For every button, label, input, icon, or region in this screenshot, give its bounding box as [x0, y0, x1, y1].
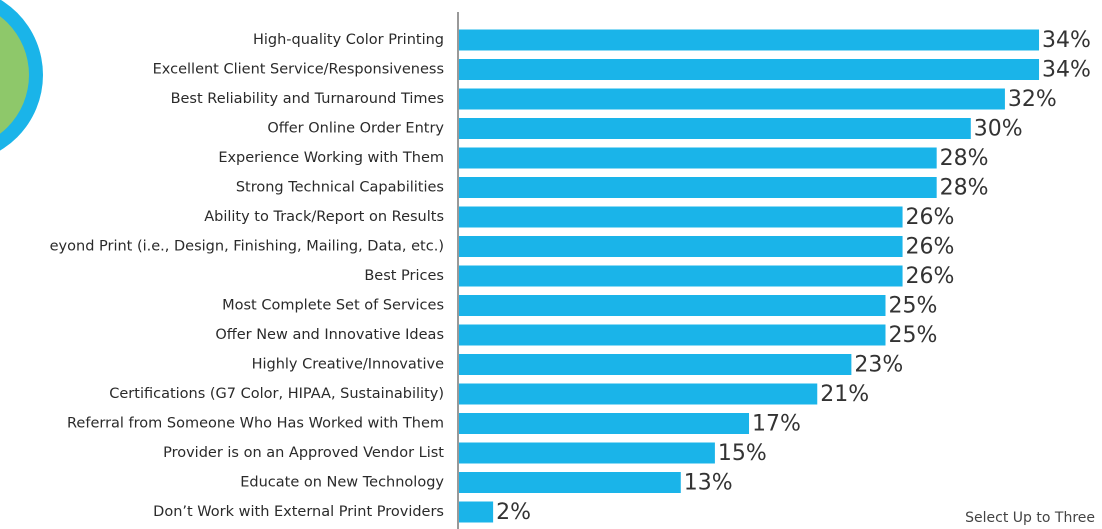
value-label: 26%	[906, 264, 955, 289]
category-label: Strong Technical Capabilities	[236, 180, 444, 196]
value-label: 28%	[940, 176, 989, 201]
value-label: 26%	[906, 235, 955, 260]
bar	[459, 147, 937, 169]
bar	[459, 206, 903, 228]
value-label: 15%	[718, 441, 767, 466]
value-label: 32%	[1008, 87, 1057, 112]
bar	[459, 88, 1005, 110]
bar	[459, 501, 494, 523]
bar	[459, 383, 818, 405]
category-label: Don’t Work with External Print Providers	[153, 504, 444, 520]
bar	[459, 59, 1040, 80]
bar	[459, 324, 886, 346]
value-label: 21%	[820, 382, 869, 407]
value-label: 13%	[684, 471, 733, 496]
category-label: eyond Print (i.e., Design, Finishing, Ma…	[50, 239, 444, 255]
bar	[459, 29, 1040, 51]
category-label: Highly Creative/Innovative	[252, 357, 445, 373]
bar	[459, 442, 715, 464]
category-label: Provider is on an Approved Vendor List	[163, 445, 444, 461]
bar	[459, 118, 971, 139]
category-label: Most Complete Set of Services	[222, 298, 444, 314]
category-label: Experience Working with Them	[218, 150, 444, 166]
note: Select Up to Three	[965, 510, 1095, 526]
bar	[459, 265, 903, 287]
value-label: 34%	[1042, 58, 1091, 83]
category-label: Certifications (G7 Color, HIPAA, Sustain…	[109, 386, 444, 402]
bar	[459, 177, 937, 198]
bar	[459, 295, 886, 316]
value-label: 25%	[889, 323, 938, 348]
category-label: Ability to Track/Report on Results	[204, 209, 444, 225]
value-label: 26%	[906, 205, 955, 230]
value-label: 23%	[854, 353, 903, 378]
category-label: Educate on New Technology	[240, 475, 444, 491]
bar	[459, 236, 903, 257]
decor-disc	[0, 16, 29, 134]
category-label: High-quality Color Printing	[253, 32, 444, 48]
value-label: 28%	[940, 146, 989, 171]
bar	[459, 472, 681, 493]
value-label: 2%	[496, 500, 531, 525]
value-label: 30%	[974, 117, 1023, 142]
category-label: Offer Online Order Entry	[267, 121, 444, 137]
value-label: 25%	[889, 294, 938, 319]
category-label: Best Prices	[364, 268, 444, 284]
category-label: Best Reliability and Turnaround Times	[171, 91, 444, 107]
category-label: Referral from Someone Who Has Worked wit…	[67, 416, 444, 432]
value-label: 17%	[752, 412, 801, 437]
category-label: Offer New and Innovative Ideas	[215, 327, 444, 343]
bar	[459, 413, 750, 434]
category-label: Excellent Client Service/Responsiveness	[153, 62, 444, 78]
bar	[459, 354, 852, 375]
value-label: 34%	[1042, 28, 1091, 53]
